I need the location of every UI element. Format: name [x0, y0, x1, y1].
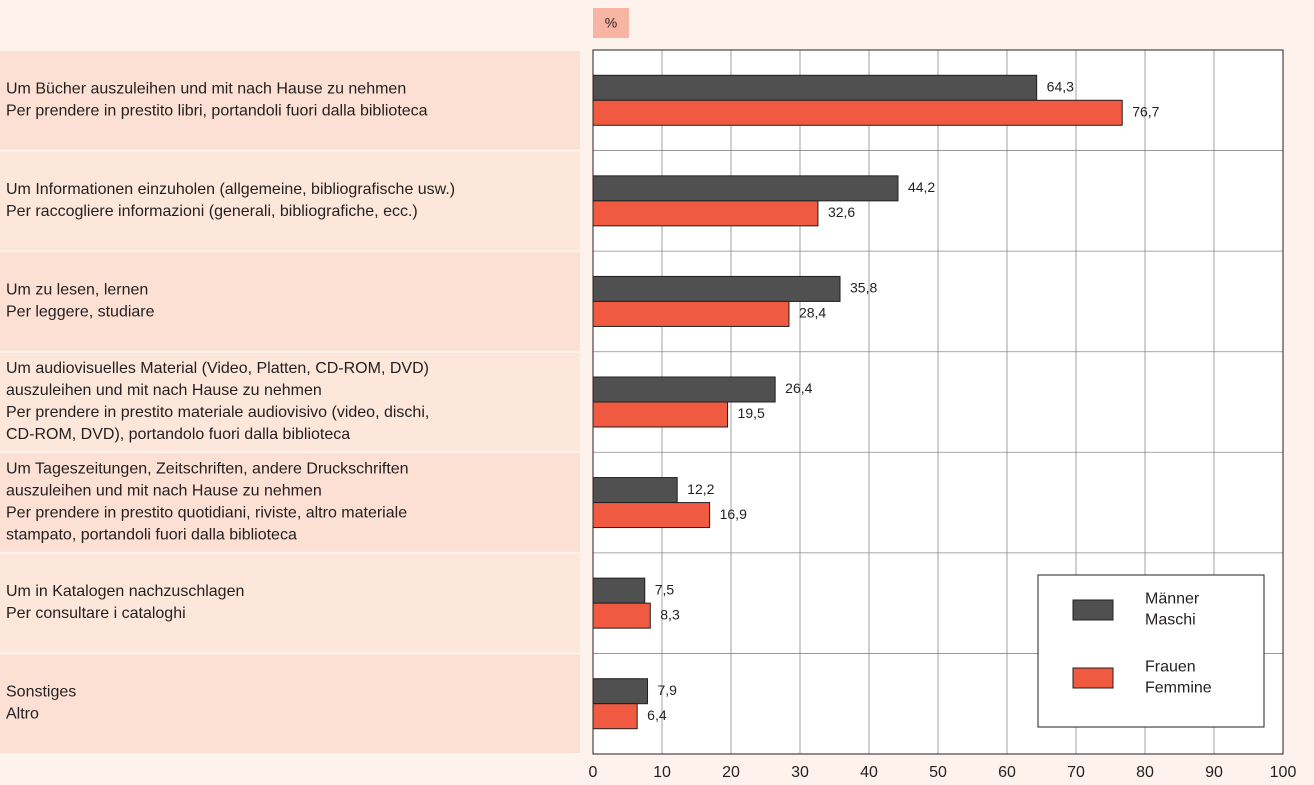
bar — [592, 401, 729, 428]
bar — [592, 602, 651, 629]
bar — [592, 703, 638, 730]
x-tick-label: 10 — [653, 764, 671, 781]
x-tick-label: 20 — [722, 764, 740, 781]
category-label: Um Informationen einzuholen (allgemeine,… — [6, 181, 455, 220]
legend-line: Femmine — [1145, 680, 1212, 697]
legend-line: Maschi — [1145, 612, 1196, 629]
value-label: 6,4 — [647, 707, 667, 723]
bar — [592, 99, 1123, 126]
value-label: 26,4 — [785, 380, 812, 396]
category-line: Altro — [6, 706, 39, 723]
category-label: Sonstiges Altro — [6, 684, 76, 723]
category-label: Um Bücher auszuleihen und mit nach Hause… — [6, 81, 428, 120]
category-line: Um Tageszeitungen, Zeitschriften, andere… — [6, 461, 409, 478]
value-label: 8,3 — [660, 606, 680, 622]
bar — [592, 477, 678, 504]
category-line: Um zu lesen, lernen — [6, 282, 148, 299]
value-label: 64,3 — [1047, 78, 1074, 94]
x-tick-label: 40 — [860, 764, 878, 781]
category-label: Um Tageszeitungen, Zeitschriften, andere… — [6, 461, 409, 544]
legend-label: Männer Maschi — [1145, 591, 1200, 629]
value-label: 7,9 — [658, 682, 678, 698]
category-line: Per prendere in prestito libri, portando… — [6, 103, 428, 120]
x-tick-label: 0 — [589, 764, 598, 781]
category-line: Per prendere in prestito quotidiani, riv… — [6, 505, 407, 522]
bar — [592, 74, 1038, 101]
row-background — [0, 654, 580, 753]
bar — [592, 502, 711, 529]
row-background — [0, 453, 580, 552]
legend-line: Frauen — [1145, 659, 1196, 676]
x-tick-label: 100 — [1270, 764, 1297, 781]
value-label: 19,5 — [738, 405, 765, 421]
category-label: Um zu lesen, lernen Per leggere, studiare — [6, 282, 155, 321]
x-tick-label: 80 — [1136, 764, 1154, 781]
bar — [592, 175, 899, 202]
category-line: Um Informationen einzuholen (allgemeine,… — [6, 181, 455, 198]
bar — [592, 300, 790, 327]
value-label: 7,5 — [655, 581, 675, 597]
row-background — [0, 252, 580, 351]
x-tick-label: 70 — [1067, 764, 1085, 781]
category-line: Per consultare i cataloghi — [6, 605, 186, 622]
category-line: Um audiovisuelles Material (Video, Platt… — [6, 360, 429, 377]
bar — [592, 200, 819, 227]
category-line: CD-ROM, DVD), portandolo fuori dalla bib… — [6, 426, 350, 443]
legend-label: Frauen Femmine — [1145, 659, 1212, 697]
value-label: 28,4 — [799, 305, 826, 321]
x-tick-label: 50 — [929, 764, 947, 781]
bar — [592, 678, 649, 705]
row-background — [0, 151, 580, 251]
category-line: Um Bücher auszuleihen und mit nach Hause… — [6, 81, 406, 98]
axis-unit: % — [605, 15, 617, 31]
x-tick-label: 30 — [791, 764, 809, 781]
category-line: Sonstiges — [6, 684, 76, 701]
legend-swatch — [1072, 599, 1114, 621]
category-line: Um in Katalogen nachzuschlagen — [6, 583, 244, 600]
value-label: 44,2 — [908, 179, 935, 195]
value-label: 32,6 — [828, 204, 855, 220]
unit-box — [593, 8, 629, 38]
row-background — [0, 352, 580, 452]
category-label: Um audiovisuelles Material (Video, Platt… — [6, 360, 429, 443]
value-label: 35,8 — [850, 280, 877, 296]
category-line: stampato, portandoli fuori dalla bibliot… — [6, 527, 297, 544]
bar — [592, 577, 646, 604]
category-line: Per leggere, studiare — [6, 304, 155, 321]
x-tick-label: 60 — [998, 764, 1016, 781]
category-line: auszuleihen und mit nach Hause zu nehmen — [6, 382, 322, 399]
category-line: auszuleihen und mit nach Hause zu nehmen — [6, 483, 322, 500]
legend-line: Männer — [1145, 591, 1200, 608]
category-label: Um in Katalogen nachzuschlagen Per consul… — [6, 583, 244, 622]
value-label: 76,7 — [1132, 103, 1159, 119]
bar — [592, 376, 776, 403]
value-label: 12,2 — [687, 481, 714, 497]
row-background — [0, 51, 580, 150]
category-line: Per prendere in prestito materiale audio… — [6, 404, 429, 421]
row-background — [0, 553, 580, 653]
x-tick-label: 90 — [1205, 764, 1223, 781]
category-line: Per raccogliere informazioni (generali, … — [6, 203, 418, 220]
bar — [592, 275, 841, 302]
legend-swatch — [1072, 667, 1114, 689]
value-label: 16,9 — [720, 506, 747, 522]
